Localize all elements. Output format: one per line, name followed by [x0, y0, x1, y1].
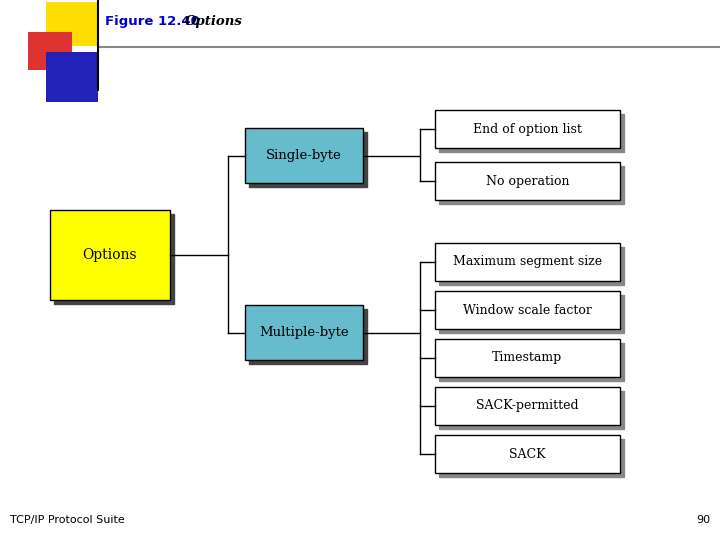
- Text: Multiple-byte: Multiple-byte: [259, 326, 348, 339]
- Text: SACK-permitted: SACK-permitted: [476, 400, 579, 413]
- Bar: [439, 343, 624, 381]
- Bar: [245, 128, 363, 183]
- Bar: [439, 114, 624, 152]
- Text: SACK: SACK: [509, 448, 546, 461]
- Bar: [28, 32, 72, 70]
- Bar: [54, 214, 174, 304]
- Text: Timestamp: Timestamp: [492, 352, 562, 365]
- Text: TCP/IP Protocol Suite: TCP/IP Protocol Suite: [10, 515, 125, 525]
- Text: Options: Options: [83, 248, 138, 262]
- Bar: [46, 52, 98, 102]
- Bar: [435, 110, 620, 148]
- Bar: [249, 132, 367, 187]
- Bar: [439, 439, 624, 477]
- Text: 90: 90: [696, 515, 710, 525]
- Text: Window scale factor: Window scale factor: [463, 303, 592, 316]
- Bar: [439, 247, 624, 285]
- Bar: [435, 243, 620, 281]
- Bar: [439, 391, 624, 429]
- Bar: [249, 309, 367, 364]
- Bar: [435, 387, 620, 425]
- Text: Maximum segment size: Maximum segment size: [453, 255, 602, 268]
- Bar: [435, 435, 620, 473]
- Bar: [245, 305, 363, 360]
- Text: End of option list: End of option list: [473, 123, 582, 136]
- Bar: [435, 339, 620, 377]
- Text: Figure 12.40: Figure 12.40: [105, 16, 200, 29]
- Bar: [435, 291, 620, 329]
- Text: No operation: No operation: [486, 174, 570, 187]
- Bar: [439, 166, 624, 204]
- Text: Options: Options: [185, 16, 243, 29]
- Bar: [439, 295, 624, 333]
- Bar: [50, 210, 170, 300]
- Bar: [46, 2, 98, 46]
- Bar: [435, 162, 620, 200]
- Text: Single-byte: Single-byte: [266, 149, 342, 162]
